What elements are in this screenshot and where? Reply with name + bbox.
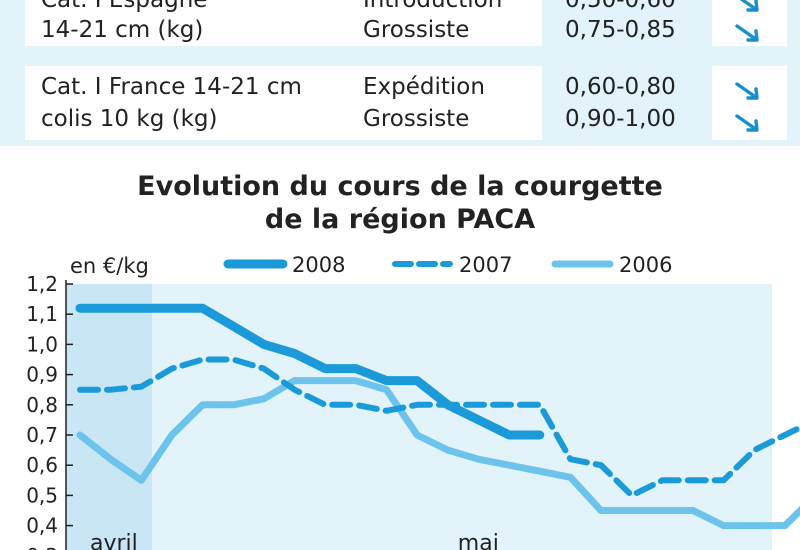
y-tick-label: 0,9 [26, 363, 58, 387]
down-arrow-icon [735, 82, 759, 100]
price-column-background [542, 0, 712, 46]
market-label: Grossiste [363, 17, 470, 43]
price-value: 0,60-0,80 [565, 74, 676, 100]
month-label: avril [90, 531, 138, 550]
y-tick-label: 0,7 [26, 423, 58, 447]
price-table: Cat. I Espagne 14-21 cm (kg) Introductio… [0, 0, 800, 146]
y-tick-label: 1,0 [26, 332, 58, 356]
chart-title: Evolution du cours de la courgette de la… [0, 170, 800, 236]
table-row: Cat. I Espagne 14-21 cm (kg) Introductio… [25, 0, 787, 46]
y-axis-label: en €/kg [70, 254, 149, 278]
price-column-background [542, 66, 712, 140]
down-arrow-icon [739, 0, 759, 12]
market-label: Grossiste [363, 106, 470, 132]
y-tick-label: 0,5 [26, 483, 58, 507]
y-tick-label: 0,8 [26, 393, 58, 417]
chart-title-line: de la région PACA [264, 204, 536, 235]
price-value: 0,90-1,00 [565, 106, 676, 132]
legend-label-2008: 2008 [292, 253, 345, 277]
chart-canvas: 1,2 1,1 1,0 0,9 0,8 0,7 0,6 0,5 0,4 0,3 avril mai en… [26, 253, 800, 550]
series-line-2006 [76, 377, 800, 530]
table-row: Cat. I France 14-21 cm colis 10 kg (kg) … [25, 66, 787, 140]
product-label: colis 10 kg (kg) [41, 106, 218, 132]
plot-background [66, 284, 772, 550]
product-label: 14-21 cm (kg) [41, 17, 204, 43]
legend-label-2007: 2007 [459, 253, 512, 277]
price-value: 0,50-0,60 [565, 0, 676, 13]
chart-title-line: Evolution du cours de la courgette [137, 171, 663, 202]
series-line-2007 [77, 356, 800, 499]
legend-label-2006: 2006 [619, 253, 672, 277]
y-tick-label: 0,4 [26, 514, 58, 538]
market-label: Introduction [363, 0, 503, 13]
down-arrow-icon [735, 114, 759, 132]
april-band [66, 284, 152, 550]
price-chart: 1,2 1,1 1,0 0,9 0,8 0,7 0,6 0,5 0,4 0,3 avril mai en… [0, 154, 800, 550]
y-tick-label: 1,2 [26, 272, 58, 296]
y-tick-label: 0,3 [26, 544, 58, 550]
market-label: Expédition [363, 74, 485, 100]
down-arrow-icon [735, 24, 759, 42]
product-label: Cat. I France 14-21 cm [41, 74, 302, 100]
y-tick-label: 1,1 [26, 302, 58, 326]
price-value: 0,75-0,85 [565, 17, 676, 43]
series-line-2008 [75, 303, 545, 440]
product-label: Cat. I Espagne [41, 0, 208, 13]
month-label: mai [458, 531, 499, 550]
y-tick-label: 0,6 [26, 453, 58, 477]
